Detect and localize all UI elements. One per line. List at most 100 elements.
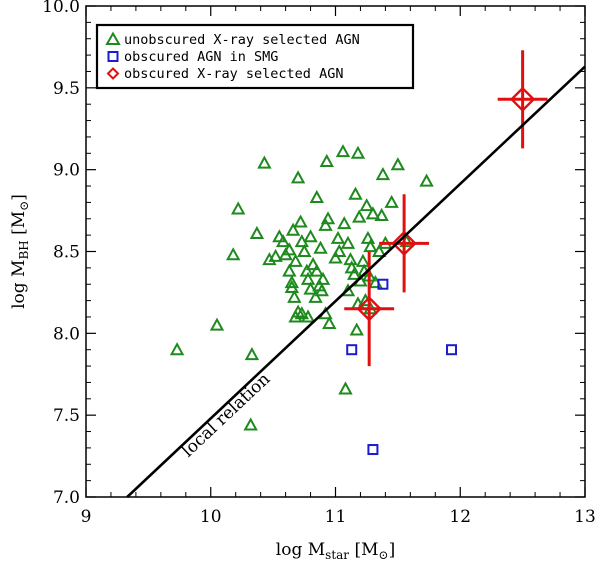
smg-agn-point (446, 344, 458, 356)
unobscured-agn-point (282, 242, 297, 256)
legend: unobscured X-ray selected AGN obscured A… (95, 23, 415, 90)
unobscured-agn-point (318, 217, 333, 231)
x-axis-title: log Mstar [M⊙] (276, 540, 395, 562)
unobscured-agn-point (322, 315, 337, 330)
unobscured-agn-point (332, 243, 347, 257)
x-tick-label: 12 (449, 507, 471, 527)
unobscured-agn-point (337, 216, 352, 230)
unobscured-agn-point (308, 289, 323, 303)
x-axis-title-close: ] (389, 540, 396, 560)
unobscured-agn-point (282, 263, 297, 277)
x-tick-label: 9 (81, 507, 92, 527)
x-tick-label: 11 (325, 507, 347, 527)
legend-label-obscured: obscured X-ray selected AGN (124, 66, 343, 82)
legend-box (95, 23, 415, 90)
unobscured-agn-point (313, 240, 328, 254)
y-axis-title-main: log M (9, 260, 29, 309)
x-tick-label: 10 (200, 507, 222, 527)
unobscured-agn-point (243, 417, 258, 431)
x-axis-title-sun: ⊙ (379, 548, 389, 562)
unobscured-agn-point (348, 186, 363, 200)
unobscured-agn-point (315, 271, 331, 285)
unobscured-agn-point (390, 157, 406, 171)
obscured-agn-point (509, 86, 536, 112)
legend-entry-unobscured: unobscured X-ray selected AGN (105, 31, 360, 48)
legend-label-unobscured: unobscured X-ray selected AGN (124, 32, 360, 48)
local-relation-line (126, 65, 586, 498)
unobscured-agn-point (349, 322, 364, 336)
obscured-agn-point (356, 296, 382, 322)
smg-agn-point (367, 444, 379, 456)
unobscured-agn-point (231, 201, 246, 215)
unobscured-agn-point (350, 145, 366, 159)
unobscured-agn-point (320, 211, 336, 225)
smg-agn-point (377, 278, 389, 290)
legend-triangle-icon (105, 31, 121, 45)
legend-square-icon (107, 51, 119, 62)
x-axis-title-unit: [M (349, 540, 378, 560)
y-axis-title-unit: [M (9, 211, 29, 240)
legend-entry-smg: obscured AGN in SMG (107, 49, 278, 65)
unobscured-agn-point (305, 257, 321, 271)
y-tick-label: 9.0 (53, 161, 80, 181)
unobscured-agn-point (268, 248, 283, 262)
y-tick-label: 7.0 (53, 488, 80, 508)
unobscured-agn-point (257, 155, 272, 169)
y-tick-label: 7.5 (53, 406, 80, 426)
y-tick-label: 8.5 (53, 243, 80, 263)
unobscured-agn-point (309, 189, 324, 203)
unobscured-agn-point (314, 283, 329, 297)
x-axis-title-main: log M (276, 540, 325, 560)
unobscured-agn-point (338, 381, 353, 395)
unobscured-agn-point (293, 214, 308, 228)
unobscured-agn-point (249, 225, 265, 239)
data-layer (169, 50, 548, 456)
y-axis-title-sun: ⊙ (17, 201, 31, 211)
unobscured-agn-point (328, 250, 343, 264)
unobscured-agn-point (297, 243, 312, 257)
unobscured-agn-point (419, 173, 434, 187)
unobscured-agn-point (384, 194, 399, 208)
unobscured-agn-point (319, 153, 334, 167)
unobscured-agn-point (300, 309, 316, 323)
legend-entry-obscured: obscured X-ray selected AGN (106, 66, 343, 82)
unobscured-agn-point (284, 279, 300, 294)
unobscured-agn-point (226, 247, 241, 261)
obscured-agn-point (391, 230, 417, 257)
y-tick-label: 8.0 (53, 324, 80, 344)
unobscured-agn-point (294, 306, 310, 320)
unobscured-agn-point (374, 207, 389, 221)
unobscured-agn-point (303, 229, 318, 243)
x-tick-label: 13 (574, 507, 596, 527)
unobscured-agn-point (309, 263, 324, 277)
smg-agn-point (346, 344, 358, 356)
legend-label-smg: obscured AGN in SMG (124, 49, 278, 65)
unobscured-agn-point (347, 266, 362, 280)
unobscured-agn-point (275, 234, 291, 248)
unobscured-agn-point (288, 253, 303, 267)
unobscured-agn-point (355, 253, 371, 267)
unobscured-agn-point (290, 170, 306, 184)
legend-diamond-icon (106, 67, 120, 80)
unobscured-agn-point (340, 235, 356, 249)
y-axis-title-sub: BH (17, 240, 31, 259)
unobscured-agn-point (363, 239, 378, 253)
unobscured-agn-point (287, 289, 302, 303)
y-tick-label: 10.0 (42, 0, 80, 17)
unobscured-agn-point (330, 230, 346, 244)
unobscured-agn-point (352, 209, 367, 223)
x-axis-title-sub: star (325, 548, 349, 562)
unobscured-agn-point (285, 222, 301, 236)
unobscured-agn-point (365, 206, 381, 220)
unobscured-agn-point (359, 198, 374, 212)
unobscured-agn-point (303, 281, 318, 295)
y-axis-title-close: ] (9, 194, 29, 201)
unobscured-agn-point (244, 347, 260, 361)
unobscured-agn-point (360, 230, 376, 244)
unobscured-agn-point (375, 167, 391, 181)
unobscured-agn-point (371, 243, 387, 257)
unobscured-agn-point (209, 317, 225, 331)
y-tick-label: 9.5 (53, 79, 80, 99)
